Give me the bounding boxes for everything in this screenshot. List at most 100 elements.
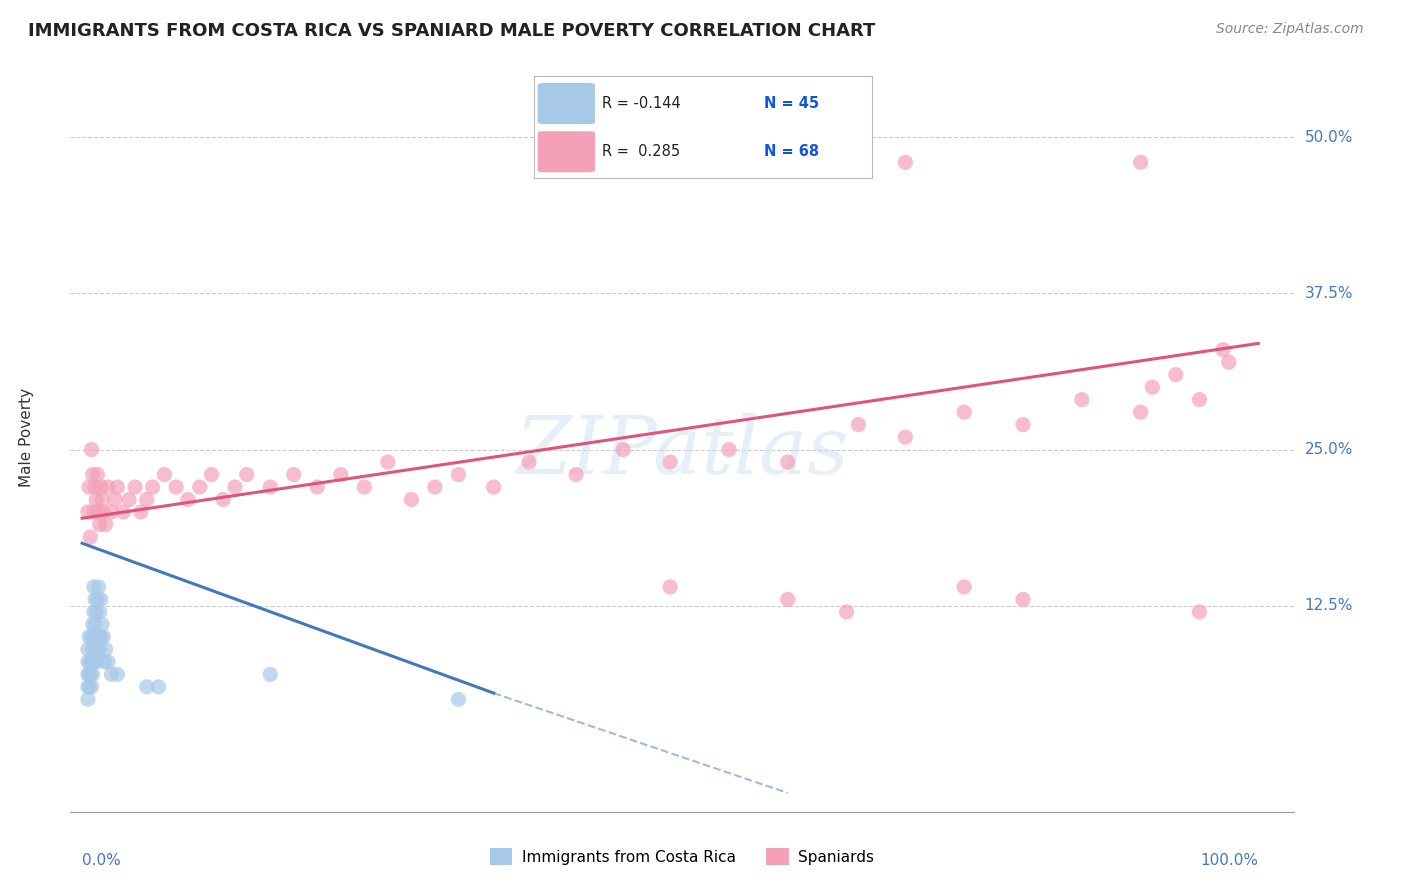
Text: Male Poverty: Male Poverty (18, 387, 34, 487)
Point (89, 605, 111, 619)
Point (1070, 392, 1092, 407)
Point (953, 580, 976, 594)
Point (894, 430, 917, 444)
Point (84, 617, 107, 632)
Point (104, 492, 127, 507)
Point (77, 692, 100, 706)
Point (307, 480, 329, 494)
Point (89, 642, 111, 657)
Point (80, 655, 103, 669)
Text: R =  0.285: R = 0.285 (602, 145, 681, 160)
Point (77, 667, 100, 681)
Point (259, 480, 281, 494)
FancyBboxPatch shape (537, 83, 595, 124)
Point (97, 480, 120, 494)
Point (142, 480, 165, 494)
Point (565, 467, 588, 482)
Point (165, 480, 187, 494)
Point (91, 505, 114, 519)
Point (259, 667, 281, 681)
Point (953, 405, 976, 419)
Point (153, 467, 176, 482)
Point (79, 667, 101, 681)
Point (82, 617, 104, 632)
Point (80, 442, 103, 457)
Point (90, 480, 112, 494)
Point (401, 492, 423, 507)
Text: N = 45: N = 45 (763, 96, 818, 111)
Text: N = 68: N = 68 (763, 145, 818, 160)
Point (80, 630, 103, 644)
Point (112, 505, 135, 519)
Point (1012, 592, 1035, 607)
Point (83, 605, 105, 619)
Point (105, 667, 128, 681)
Point (84, 605, 107, 619)
Point (84, 642, 107, 657)
Point (79, 655, 101, 669)
Point (659, 455, 682, 469)
Point (87, 580, 110, 594)
Point (82, 467, 104, 482)
Text: 100.0%: 100.0% (1201, 853, 1258, 868)
Point (200, 467, 222, 482)
Point (77, 667, 100, 681)
Point (517, 455, 540, 469)
Point (77, 642, 100, 657)
Point (86, 592, 108, 607)
Point (188, 480, 211, 494)
Point (87, 505, 110, 519)
Point (235, 467, 257, 482)
Text: Source: ZipAtlas.com: Source: ZipAtlas.com (1216, 22, 1364, 37)
Point (83, 630, 105, 644)
Point (83, 580, 105, 594)
Point (776, 455, 799, 469)
Point (224, 480, 246, 494)
Point (447, 467, 470, 482)
Text: 37.5%: 37.5% (1305, 286, 1353, 301)
Point (1218, 355, 1240, 369)
Point (83, 505, 105, 519)
Point (659, 580, 682, 594)
Point (84, 630, 107, 644)
Point (447, 692, 470, 706)
Point (91, 617, 114, 632)
Point (84, 655, 107, 669)
Point (100, 505, 122, 519)
Text: 50.0%: 50.0% (1305, 130, 1353, 145)
Point (124, 480, 146, 494)
Text: 25.0%: 25.0% (1305, 442, 1353, 457)
Point (329, 467, 352, 482)
Text: ZIPatlas: ZIPatlas (515, 413, 849, 491)
Point (77, 680, 100, 694)
Point (94, 517, 117, 532)
Point (94, 642, 117, 657)
Point (1164, 368, 1187, 382)
Point (377, 455, 399, 469)
Point (77, 680, 100, 694)
Point (77, 655, 100, 669)
Point (84, 480, 107, 494)
Point (135, 680, 157, 694)
Point (482, 480, 505, 494)
Point (82, 642, 104, 657)
Point (612, 442, 634, 457)
Point (97, 655, 120, 669)
Point (84, 492, 107, 507)
Point (93, 655, 115, 669)
Point (77, 480, 100, 494)
Point (105, 480, 128, 494)
Point (118, 492, 141, 507)
Point (91, 492, 114, 507)
Point (90, 630, 112, 644)
Point (717, 442, 740, 457)
Point (846, 417, 869, 432)
Legend: Immigrants from Costa Rica, Spaniards: Immigrants from Costa Rica, Spaniards (484, 842, 880, 871)
Point (1188, 392, 1211, 407)
Point (129, 505, 152, 519)
Point (177, 492, 200, 507)
Point (79, 530, 101, 544)
Point (148, 680, 170, 694)
Point (1212, 343, 1234, 357)
Point (212, 492, 235, 507)
